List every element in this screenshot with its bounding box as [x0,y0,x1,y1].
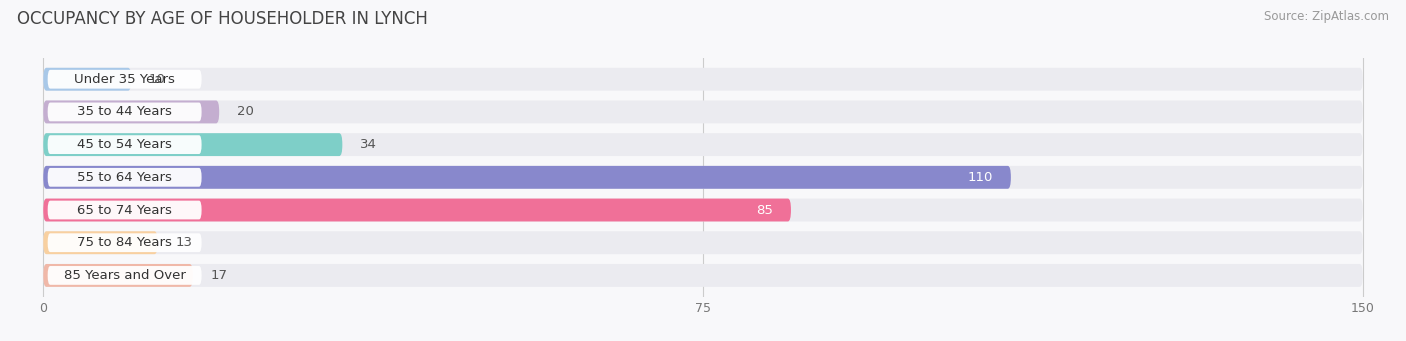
FancyBboxPatch shape [44,133,1362,156]
Text: Under 35 Years: Under 35 Years [75,73,176,86]
Text: 17: 17 [211,269,228,282]
FancyBboxPatch shape [44,101,1362,123]
FancyBboxPatch shape [44,166,1011,189]
Text: 110: 110 [967,171,993,184]
FancyBboxPatch shape [48,70,201,89]
FancyBboxPatch shape [44,198,1362,221]
FancyBboxPatch shape [48,135,201,154]
Text: 35 to 44 Years: 35 to 44 Years [77,105,172,118]
FancyBboxPatch shape [48,233,201,252]
Text: Source: ZipAtlas.com: Source: ZipAtlas.com [1264,10,1389,23]
Text: 13: 13 [176,236,193,249]
Text: 55 to 64 Years: 55 to 64 Years [77,171,172,184]
FancyBboxPatch shape [44,101,219,123]
FancyBboxPatch shape [44,264,193,287]
FancyBboxPatch shape [44,231,1362,254]
FancyBboxPatch shape [48,201,201,219]
FancyBboxPatch shape [44,133,342,156]
Text: 20: 20 [236,105,253,118]
FancyBboxPatch shape [44,166,1362,189]
FancyBboxPatch shape [48,168,201,187]
Text: 75 to 84 Years: 75 to 84 Years [77,236,172,249]
FancyBboxPatch shape [44,68,131,91]
FancyBboxPatch shape [44,198,792,221]
Text: OCCUPANCY BY AGE OF HOUSEHOLDER IN LYNCH: OCCUPANCY BY AGE OF HOUSEHOLDER IN LYNCH [17,10,427,28]
Text: 65 to 74 Years: 65 to 74 Years [77,204,172,217]
Text: 34: 34 [360,138,377,151]
Text: 85 Years and Over: 85 Years and Over [63,269,186,282]
Text: 85: 85 [756,204,773,217]
Text: 45 to 54 Years: 45 to 54 Years [77,138,172,151]
Text: 10: 10 [149,73,166,86]
FancyBboxPatch shape [44,231,157,254]
FancyBboxPatch shape [44,264,1362,287]
FancyBboxPatch shape [44,68,1362,91]
FancyBboxPatch shape [48,266,201,285]
FancyBboxPatch shape [48,103,201,121]
